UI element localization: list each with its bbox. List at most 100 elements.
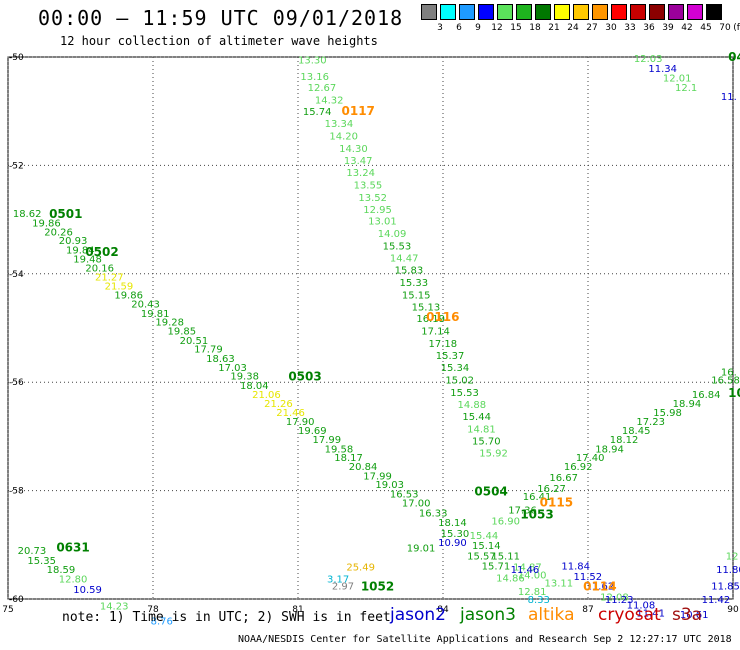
wave-height-value: 19.86 (114, 290, 143, 301)
wave-height-value: 16.33 (419, 508, 448, 519)
wave-height-value: 14.88 (458, 400, 487, 411)
wave-height-value: 18.04 (240, 381, 269, 392)
legend-cryosat: cryosat (598, 605, 661, 625)
wave-height-value: 21.46 (276, 408, 305, 419)
wave-height-value: 13.52 (358, 193, 387, 204)
wave-height-value: 21.59 (105, 282, 134, 293)
wave-height-value: 15.57 (467, 552, 496, 563)
legend-label: 36 (643, 23, 655, 33)
wave-height-value: 15.83 (395, 265, 424, 276)
footer-note: note: 1) Time is in UTC; 2) SWH is in fe… (62, 610, 391, 625)
legend-swatch-3 (421, 4, 437, 20)
wave-height-value: 15.30 (441, 529, 470, 540)
pass-label: 1052 (361, 579, 394, 593)
legend-swatch-24 (554, 4, 570, 20)
pass-label: 0502 (85, 245, 118, 259)
wave-height-value: 13.30 (298, 56, 327, 67)
wave-height-value: 17.00 (402, 499, 431, 510)
wave-height-value: 17.36 (508, 506, 537, 517)
wave-height-value: 15.44 (462, 412, 491, 423)
pass-label: 0504 (474, 485, 507, 499)
wave-height-value: 13.16 (300, 72, 329, 83)
latitude-tick-label: -52 (9, 161, 24, 171)
wave-height-value: 12.81 (518, 587, 547, 598)
wave-height-value: 16.53 (390, 489, 419, 500)
wave-height-value: 16.41 (523, 492, 552, 503)
pass-label: 0115 (540, 495, 573, 509)
wave-height-value: 19.58 (325, 444, 354, 455)
wave-height-value: 14.09 (378, 229, 407, 240)
longitude-tick-label: 87 (582, 605, 593, 615)
wave-height-value: 14.47 (390, 254, 419, 265)
wave-height-value: 11.34 (648, 64, 677, 75)
wave-height-value: 18.94 (673, 399, 702, 410)
wave-height-value: 17.18 (429, 339, 458, 350)
wave-height-value: 10.59 (73, 585, 102, 596)
latitude-tick-label: -50 (9, 53, 24, 63)
wave-height-value: 19.03 (375, 480, 404, 491)
wave-height-value: 14.86 (496, 573, 525, 584)
longitude-tick-label: 81 (292, 605, 303, 615)
wave-height-value: 20.51 (180, 336, 209, 347)
wave-height-value: 13.55 (354, 180, 383, 191)
wave-height-value: 14.23 (100, 602, 129, 613)
wave-height-value: 11.42 (702, 595, 731, 606)
wave-height-value: 15.92 (479, 449, 508, 460)
wave-height-value: 14.81 (467, 424, 496, 435)
pass-label: 0114 (583, 579, 616, 593)
wave-height-value: 15.70 (472, 437, 501, 448)
wave-height-value: 14.32 (315, 95, 344, 106)
wave-height-value: 15.53 (383, 242, 412, 253)
legend-label: 24 (567, 23, 579, 33)
wave-height-value: 19.69 (298, 426, 327, 437)
wave-height-value: 15.34 (441, 363, 470, 374)
wave-height-value: 15.98 (653, 408, 682, 419)
wave-height-value: 3.17 (327, 574, 349, 585)
wave-height-value: 19.85 (168, 327, 197, 338)
wave-height-value: 12.03 (634, 54, 663, 65)
wave-height-value: 19.38 (230, 372, 259, 383)
wave-height-value: 11.46 (511, 565, 540, 576)
wave-height-value: 17.14 (421, 327, 450, 338)
legend-swatch-70 (706, 4, 722, 20)
wave-height-value: 15.53 (450, 388, 479, 399)
legend-jason3: jason3 (460, 605, 516, 625)
wave-height-value: 12.1 (675, 83, 697, 94)
wave-height-value: 13.34 (325, 119, 354, 130)
wave-height-value: 18.45 (622, 426, 651, 437)
legend-swatch-9 (459, 4, 475, 20)
wave-height-value: 17.99 (313, 435, 342, 446)
legend-label: 70 (719, 23, 731, 33)
wave-height-value: 20.43 (131, 300, 160, 311)
latitude-tick-label: -60 (9, 595, 24, 605)
wave-height-value: 18.14 (438, 518, 467, 529)
wave-height-value: 11.85 (711, 581, 740, 592)
legend-swatch-30 (592, 4, 608, 20)
pass-label: 0503 (288, 370, 321, 384)
wave-height-value: 12.95 (363, 205, 392, 216)
longitude-tick-label: 75 (2, 605, 13, 615)
wave-height-value: 25.49 (346, 562, 375, 573)
legend-swatch-15 (497, 4, 513, 20)
wave-height-value: 19.48 (73, 255, 102, 266)
wave-height-value: 11.62 (586, 581, 615, 592)
legend-label: 30 (605, 23, 617, 33)
wave-height-value: 10.61 (680, 610, 709, 621)
legend-label: 18 (529, 23, 541, 33)
wave-height-value: 11.52 (574, 572, 603, 583)
wave-height-value: 19.84 (66, 245, 95, 256)
legend-label: 33 (624, 23, 636, 33)
wave-height-value: 15.44 (470, 531, 499, 542)
wave-height-value: 19.81 (141, 309, 170, 320)
wave-height-value: 12.80 (59, 574, 88, 585)
legend-label: 9 (475, 23, 481, 33)
wave-height-value: 13.11 (545, 579, 574, 590)
wave-height-value: 15.02 (445, 375, 474, 386)
wave-height-value: 18.63 (206, 354, 235, 365)
legend-swatch-27 (573, 4, 589, 20)
wave-height-value: 15.13 (412, 302, 441, 313)
wave-height-value: 17.40 (576, 453, 605, 464)
wave-height-value: 12.67 (308, 83, 337, 94)
wave-height-value: 21.26 (264, 399, 293, 410)
legend-swatch-45 (687, 4, 703, 20)
